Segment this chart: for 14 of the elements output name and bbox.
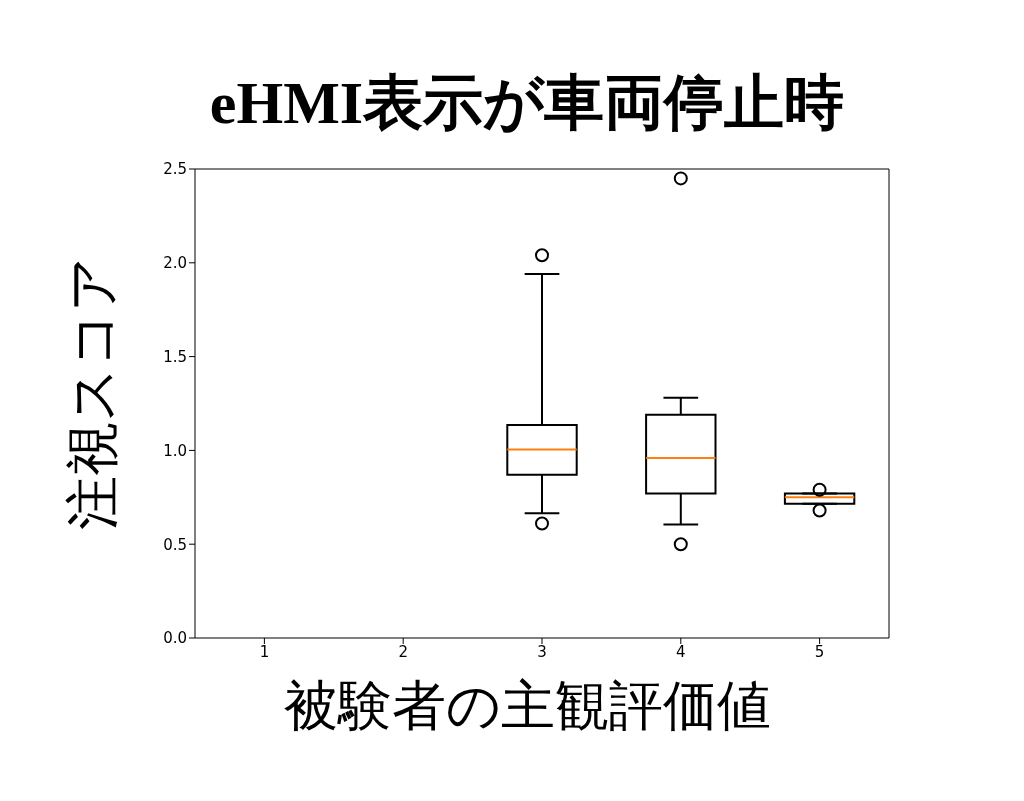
x-tick-label: 5 — [814, 642, 825, 661]
y-tick-label: 0.0 — [163, 629, 187, 648]
x-tick-label: 3 — [537, 642, 547, 661]
chart-title: eHMI表示が車両停止時 — [208, 69, 846, 138]
y-axis-title: 注視スコア — [61, 256, 124, 530]
x-tick-label: 2 — [398, 642, 408, 661]
x-tick-label: 1 — [259, 642, 270, 661]
y-tick-label: 2.5 — [163, 160, 187, 179]
y-tick-label: 2.0 — [163, 254, 187, 273]
y-tick-label: 0.5 — [163, 535, 187, 554]
y-tick-label: 1.5 — [163, 347, 187, 366]
y-tick-label: 1.0 — [163, 441, 187, 460]
x-tick-label: 4 — [676, 642, 686, 661]
x-axis-title: 被験者の主観評価値 — [282, 674, 772, 737]
